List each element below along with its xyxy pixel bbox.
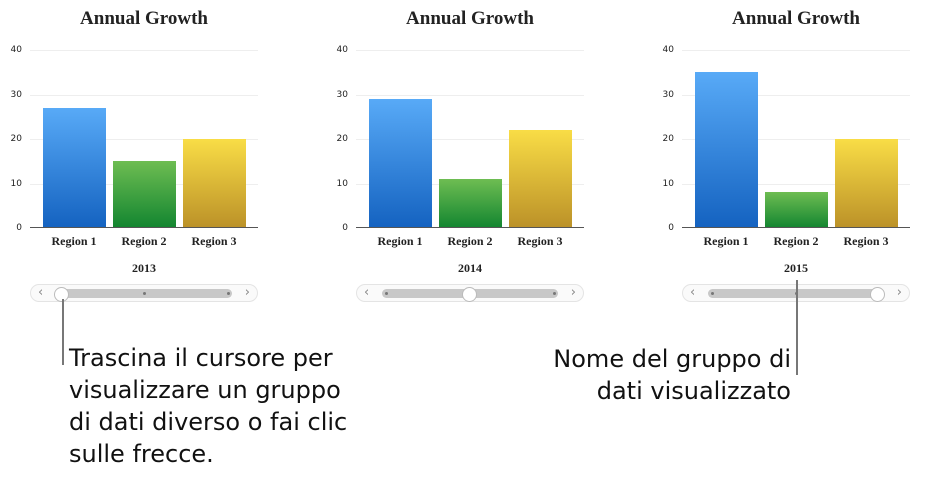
chevron-left-icon[interactable]: ‹ (38, 285, 44, 300)
slider-knob[interactable] (462, 287, 477, 302)
data-set-name: 2013 (132, 261, 156, 275)
y-tick-label: 20 (10, 134, 22, 144)
y-tick-label: 30 (10, 89, 22, 100)
gridline (30, 50, 258, 51)
gridline (682, 139, 910, 140)
data-set-name: 2015 (784, 261, 808, 275)
chevron-left-icon[interactable]: ‹ (364, 285, 370, 300)
x-tick-label: Region 2 (773, 234, 819, 248)
x-tick-label: Region 2 (447, 234, 493, 248)
bar-region-1 (695, 72, 758, 228)
chart-panel-2013: Annual Growth 0 10 20 30 40 Region 1 Region 2 Re… (0, 0, 270, 310)
slider-stop (143, 292, 146, 295)
y-tick-label: 0 (668, 223, 674, 233)
bar-region-1 (369, 98, 432, 228)
y-tick-label: 20 (662, 134, 674, 144)
bar-region-2 (113, 161, 176, 228)
y-tick-label: 10 (10, 178, 22, 189)
plot-area: 0 10 20 30 40 (337, 45, 584, 233)
chart-title: Annual Growth (406, 8, 534, 29)
callout-left-line: sulle frecce. (69, 440, 214, 468)
plot-area: 0 10 20 30 40 (11, 45, 258, 233)
y-tick-label: 10 (336, 178, 348, 189)
gridline (356, 94, 584, 96)
x-axis (356, 227, 584, 228)
y-tick-label: 30 (336, 89, 348, 100)
data-set-name: 2014 (458, 261, 482, 275)
plot-area: 0 10 20 30 40 (663, 45, 910, 233)
callout-right-line: dati visualizzato (596, 377, 791, 405)
y-tick-label: 40 (336, 45, 348, 55)
x-tick-label: Region 1 (703, 234, 749, 248)
y-tick-label: 40 (10, 45, 22, 55)
callout-line-left (62, 299, 64, 365)
gridline (30, 94, 258, 96)
chart-title: Annual Growth (80, 8, 208, 29)
bar-region-2 (765, 192, 828, 228)
callout-line-right (796, 280, 798, 375)
x-tick-label: Region 3 (191, 234, 237, 248)
gridline (682, 50, 910, 51)
slider-stop (385, 292, 388, 295)
x-tick-label: Region 1 (51, 234, 97, 248)
bar-region-3 (835, 139, 898, 228)
chart-panel-2015: Annual Growth 0 10 20 30 40 Region 1 Region 2 Re… (652, 0, 922, 310)
gridline (356, 139, 584, 140)
gridline (682, 94, 910, 96)
y-tick-label: 10 (662, 178, 674, 189)
slider-stop (553, 292, 556, 295)
chart-title: Annual Growth (732, 8, 860, 29)
y-tick-label: 30 (662, 89, 674, 100)
bar-region-2 (439, 179, 502, 228)
slider-stop (227, 292, 230, 295)
slider-stop (711, 292, 714, 295)
y-tick-label: 0 (16, 223, 22, 233)
x-axis (30, 227, 258, 228)
x-tick-label: Region 1 (377, 234, 423, 248)
gridline (30, 139, 258, 140)
callout-left-line: di dati diverso o fai clic (69, 408, 348, 436)
gridline (682, 183, 910, 185)
bar-region-3 (509, 130, 572, 228)
callout-left-line: visualizzare un gruppo (69, 376, 341, 404)
y-tick-label: 40 (662, 45, 674, 55)
x-tick-label: Region 3 (517, 234, 563, 248)
x-tick-label: Region 2 (121, 234, 167, 248)
chevron-right-icon[interactable]: › (570, 285, 576, 300)
slider-knob[interactable] (54, 287, 69, 302)
callout-left: Trascina il cursore per visualizzare un … (69, 342, 347, 470)
y-tick-label: 20 (336, 134, 348, 144)
data-set-slider[interactable]: ‹ › (356, 284, 584, 302)
chevron-left-icon[interactable]: ‹ (690, 285, 696, 300)
chart-panel-2014: Annual Growth 0 10 20 30 40 Region 1 Region 2 Re… (326, 0, 596, 310)
slider-track[interactable] (382, 287, 558, 302)
bar-region-3 (183, 139, 246, 228)
x-axis (682, 227, 910, 228)
x-tick-label: Region 3 (843, 234, 889, 248)
callout-right: Nome del gruppo di dati visualizzato (553, 343, 791, 407)
callout-left-line: Trascina il cursore per (69, 344, 333, 372)
slider-track[interactable] (54, 287, 232, 302)
chevron-right-icon[interactable]: › (896, 285, 902, 300)
bar-region-1 (43, 107, 106, 228)
callout-right-line: Nome del gruppo di (553, 345, 791, 373)
gridline (356, 50, 584, 51)
slider-knob[interactable] (870, 287, 885, 302)
y-tick-label: 0 (342, 223, 348, 233)
data-set-slider[interactable]: ‹ › (30, 284, 258, 302)
chevron-right-icon[interactable]: › (244, 285, 250, 300)
